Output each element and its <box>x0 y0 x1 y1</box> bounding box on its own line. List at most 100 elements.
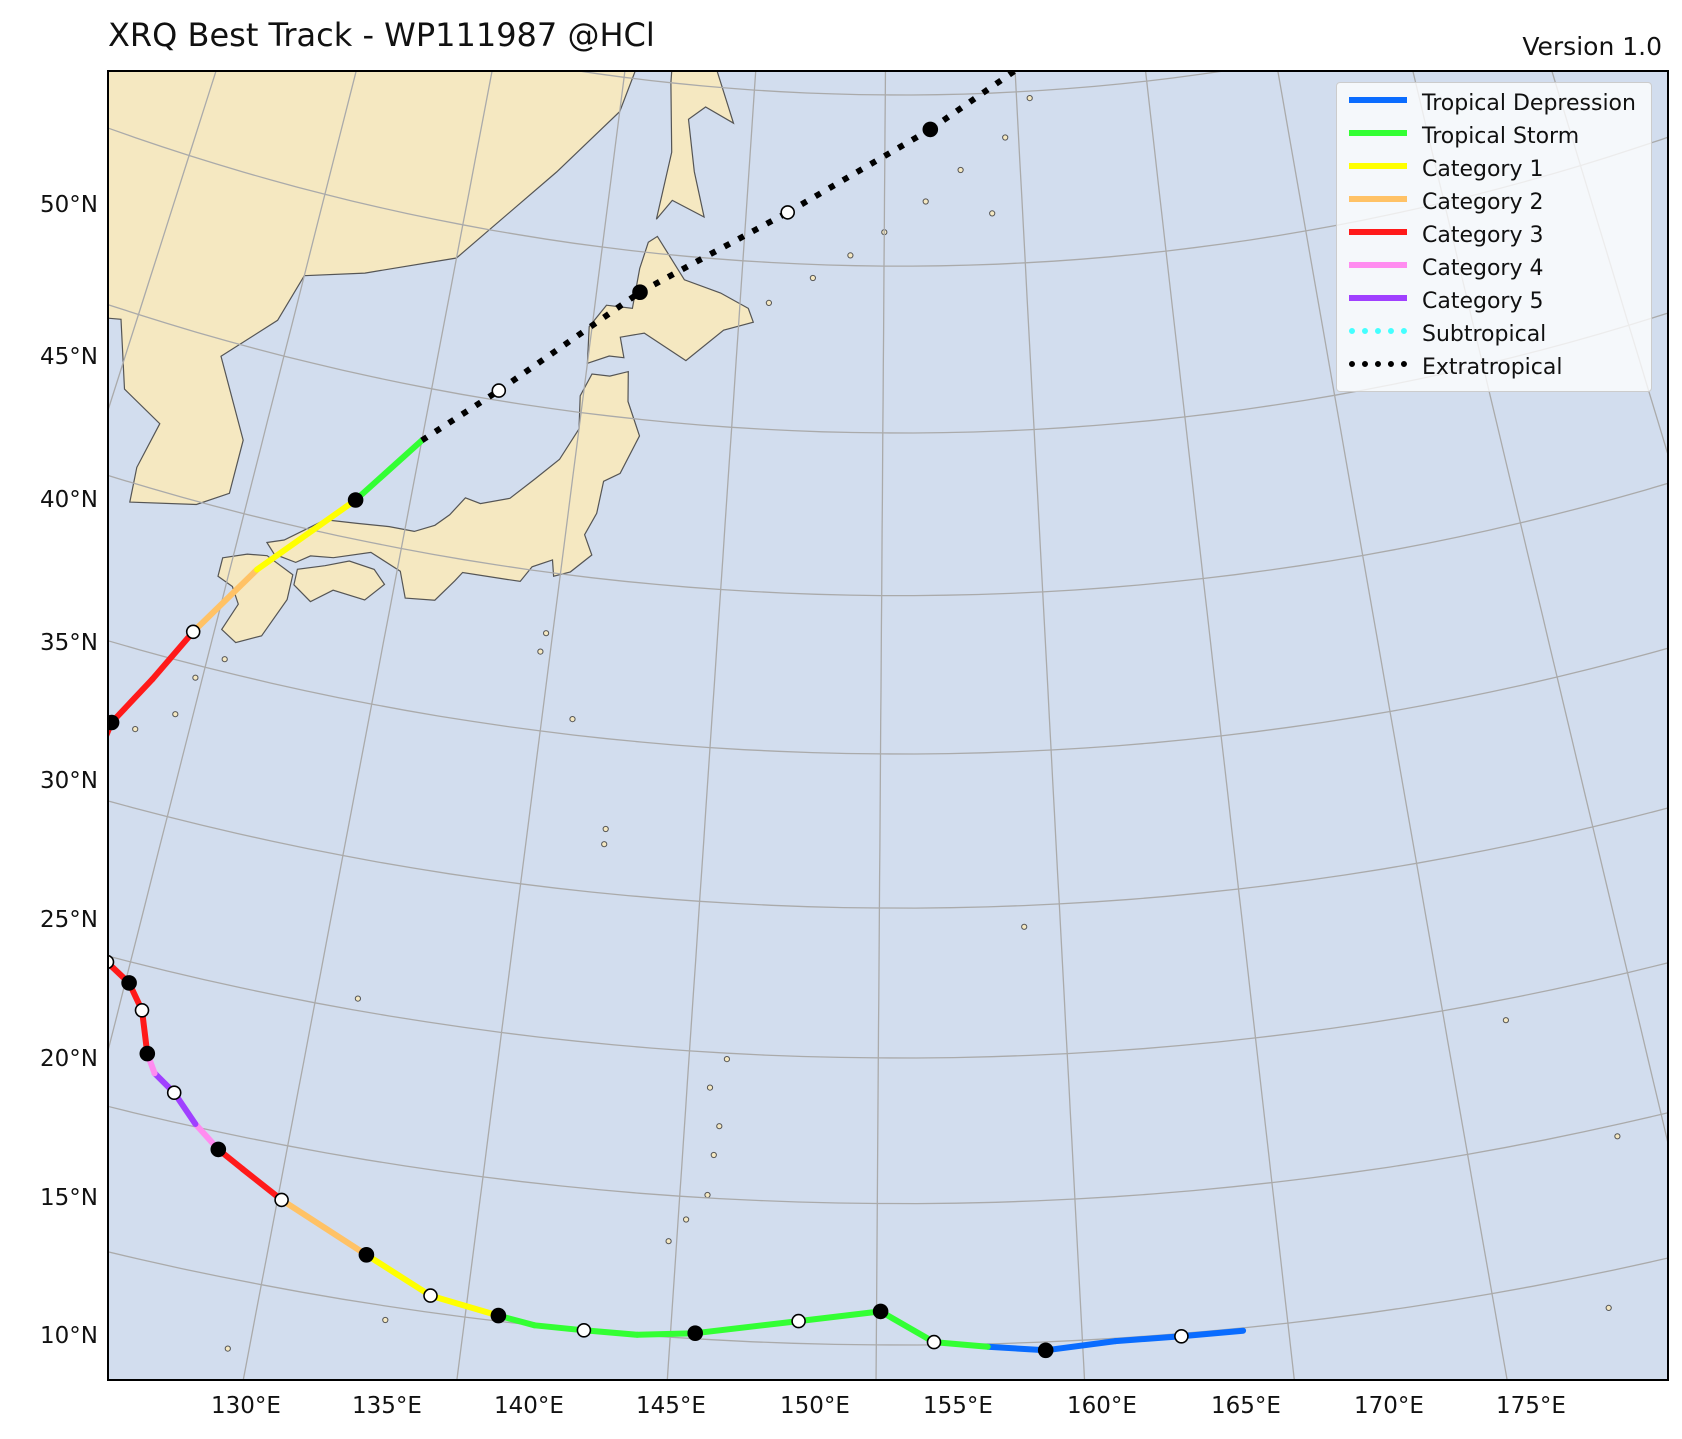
lat-label-30n: 30°N <box>40 768 98 794</box>
track-segment-ts <box>692 1318 802 1337</box>
island <box>0 774 5 779</box>
land-sakhalin <box>655 71 735 220</box>
lat-label-25n: 25°N <box>40 907 98 933</box>
island <box>989 210 996 217</box>
track-point-open <box>780 205 796 220</box>
meridian-line <box>1014 71 1086 1380</box>
island <box>1502 1017 1510 1024</box>
track-point-open <box>926 1334 942 1350</box>
track-segment-ts <box>931 1339 991 1350</box>
legend-swatch <box>1349 262 1407 268</box>
legend-item-category-3: Category 3 <box>1337 219 1651 252</box>
track-segment-c3 <box>108 676 156 726</box>
track-point-open <box>108 954 115 970</box>
lon-label-135e: 135°E <box>352 1393 422 1419</box>
parallel-line <box>108 474 1668 597</box>
legend-item-extratropical: Extratropical <box>1337 351 1651 384</box>
track-segment-ex <box>1047 43 1173 48</box>
track-point-open <box>134 1002 150 1018</box>
track-segment-c1 <box>427 1292 502 1319</box>
lat-label-15n: 15°N <box>40 1185 98 1211</box>
parallel-line <box>108 1105 1668 1205</box>
track-point-open <box>1041 42 1054 55</box>
track-segment-c3 <box>64 808 76 836</box>
land-kamchatka <box>1019 0 1190 55</box>
track-segment-ts <box>531 1322 587 1334</box>
island <box>922 198 929 205</box>
island <box>716 1123 723 1130</box>
track-point-open <box>491 383 507 398</box>
track-segment-ex <box>786 126 932 215</box>
track-point-open <box>791 1313 806 1329</box>
island <box>809 274 817 282</box>
legend-swatch <box>1349 163 1407 169</box>
track-segment-c2 <box>190 566 260 635</box>
track-segment-ts <box>877 1308 937 1346</box>
lon-label-155e: 155°E <box>923 1393 993 1419</box>
track-point-open <box>185 624 201 640</box>
legend-swatch <box>1349 328 1407 334</box>
island <box>665 1238 672 1245</box>
island <box>765 299 773 306</box>
island <box>192 674 199 681</box>
legend-swatch <box>1349 130 1407 136</box>
map-title: XRQ Best Track - WP111987 @HCl <box>108 16 655 54</box>
meridian-line <box>1144 71 1295 1380</box>
track-point-filled <box>358 1247 375 1263</box>
track-point-open <box>274 1192 289 1208</box>
track-point-filled <box>57 857 71 871</box>
island <box>224 1345 231 1352</box>
legend: Tropical Depression Tropical Storm Categ… <box>1336 82 1652 392</box>
track-point-open <box>70 801 83 814</box>
island <box>1026 95 1033 102</box>
meridian-line <box>456 71 626 1380</box>
legend-item-tropical-storm: Tropical Storm <box>1337 120 1651 153</box>
version-label: Version 1.0 <box>1522 32 1662 61</box>
legend-item-category-5: Category 5 <box>1337 285 1651 318</box>
lon-label-175e: 175°E <box>1496 1393 1566 1419</box>
legend-label: Subtropical <box>1422 322 1547 347</box>
track-point-filled <box>687 1325 704 1341</box>
map-frame <box>107 70 1669 1381</box>
island <box>1021 923 1028 930</box>
meridian-line <box>108 71 357 1054</box>
meridian-line <box>875 71 887 1380</box>
track-segment-c4 <box>108 958 110 965</box>
parallel-line <box>108 640 1668 755</box>
track-segment-c3 <box>108 719 115 740</box>
lat-label-20n: 20°N <box>40 1046 98 1072</box>
island <box>602 825 609 833</box>
track-segment-c2 <box>278 1196 370 1258</box>
legend-label: Category 2 <box>1422 190 1544 215</box>
legend-item-tropical-depression: Tropical Depression <box>1337 87 1651 120</box>
island <box>382 1316 389 1324</box>
legend-item-category-2: Category 2 <box>1337 186 1651 219</box>
lat-label-40n: 40°N <box>40 487 98 513</box>
track-segment-ts <box>634 1330 699 1338</box>
island <box>1614 1133 1621 1140</box>
land-hokkaido <box>586 235 755 365</box>
lon-label-170e: 170°E <box>1354 1393 1424 1419</box>
land-kyushu <box>217 553 294 644</box>
track-segment-c3 <box>149 628 197 683</box>
track-segment-c4 <box>62 864 64 885</box>
legend-label: Tropical Storm <box>1422 124 1580 149</box>
legend-swatch <box>1349 97 1407 103</box>
lon-label-130e: 130°E <box>211 1393 281 1419</box>
lon-label-165e: 165°E <box>1211 1393 1281 1419</box>
island <box>601 841 608 848</box>
track-point-filled <box>1167 36 1181 50</box>
island <box>710 1151 717 1159</box>
track-point-filled <box>121 975 137 991</box>
parallel-line <box>108 303 1668 434</box>
meridian-line <box>1412 71 1668 1146</box>
track-point-filled <box>139 1045 156 1062</box>
legend-label: Category 3 <box>1422 223 1544 248</box>
island <box>172 711 179 718</box>
track-point-open <box>1174 1329 1189 1344</box>
track-point-filled <box>1037 1342 1054 1359</box>
island <box>132 726 139 733</box>
storm-track <box>62 43 1247 1354</box>
